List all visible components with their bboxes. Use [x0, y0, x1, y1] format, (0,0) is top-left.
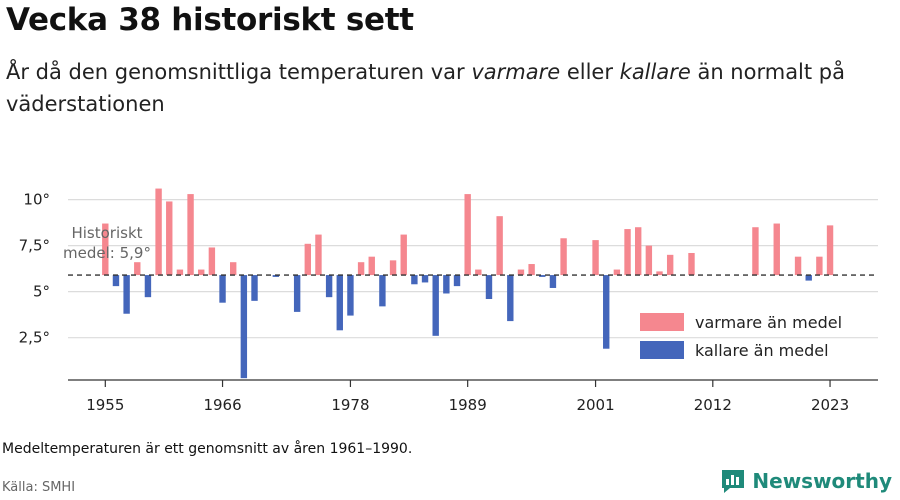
bar-1989 [464, 194, 471, 276]
bar-1995 [528, 264, 535, 276]
bar-1980 [368, 256, 375, 276]
bar-2001 [592, 240, 599, 276]
y-gridlines [68, 199, 878, 339]
legend-label-cold: kallare än medel [695, 341, 829, 360]
legend-label-warm: varmare än medel [695, 313, 842, 332]
bar-1964 [198, 269, 205, 276]
bar-1959 [144, 275, 152, 298]
brand-logo[interactable]: Newsworthy [720, 468, 892, 494]
subtitle-cold-word: kallare [619, 60, 691, 84]
bar-1979 [357, 262, 365, 276]
bar-1966 [219, 275, 226, 303]
subtitle-warm-word: varmare [471, 60, 561, 84]
bar-2021 [805, 275, 812, 281]
x-axis-ticks: 1955 1966 1978 1989 2001 2012 2023 [86, 380, 849, 414]
brand-name: Newsworthy [752, 469, 892, 493]
chart-title: Vecka 38 historiskt sett [6, 2, 414, 38]
bar-2010 [688, 252, 695, 276]
x-tick-label: 2023 [811, 396, 849, 414]
bar-2006 [645, 245, 653, 276]
bar-2020 [794, 256, 802, 276]
bar-2005 [634, 227, 642, 276]
bar-1960 [155, 188, 162, 276]
newsworthy-logo-icon [722, 470, 745, 493]
legend-swatch-cold [640, 341, 684, 359]
bar-1971 [272, 275, 280, 277]
bar-1955 [102, 223, 109, 276]
bar-1985 [421, 275, 429, 283]
bar-1962 [176, 269, 184, 276]
bar-1992 [496, 216, 503, 276]
bar-2008 [666, 254, 674, 276]
bar-2007 [656, 271, 663, 276]
y-tick-label: 2,5° [19, 329, 50, 347]
bar-1956 [112, 275, 120, 287]
temperature-bar-chart: Historiskt medel: 5,9° 10° 7,5° 5° 2,5° 195… [19, 188, 878, 414]
footnote: Medeltemperaturen är ett genomsnitt av å… [2, 441, 413, 457]
bar-1978 [347, 275, 354, 316]
y-axis-ticks: 10° 7,5° 5° 2,5° [19, 191, 50, 347]
x-tick-label: 2001 [576, 396, 614, 414]
bar-1977 [336, 275, 343, 331]
y-tick-label: 5° [33, 283, 50, 301]
x-tick-label: 1966 [203, 396, 241, 414]
bar-2016 [752, 227, 759, 276]
x-tick-label: 1978 [331, 396, 369, 414]
bar-1975 [315, 234, 322, 276]
bar-1996 [539, 275, 546, 277]
bar-1969 [251, 275, 258, 301]
bar-1973 [293, 275, 301, 312]
bar-1982 [389, 260, 397, 276]
bar-1997 [549, 275, 557, 288]
bar-1967 [229, 262, 237, 276]
bar-2022 [816, 256, 823, 276]
bar-1965 [208, 247, 216, 276]
bar-2003 [613, 269, 621, 276]
bar-series [102, 188, 834, 379]
bar-1991 [485, 275, 493, 300]
bar-1958 [134, 262, 141, 276]
legend-swatch-warm [640, 313, 684, 331]
reference-label-line1: Historiskt [71, 224, 142, 242]
source-label: Källa: SMHI [2, 480, 76, 495]
bar-1998 [560, 238, 567, 276]
y-tick-label: 7,5° [19, 237, 50, 255]
bar-2002 [603, 275, 610, 349]
reference-label-line2: medel: 5,9° [63, 244, 151, 262]
subtitle-text-middle: eller [560, 60, 620, 84]
bar-1974 [304, 243, 312, 276]
bar-1990 [475, 269, 482, 276]
bar-1984 [411, 275, 418, 285]
bar-1994 [517, 269, 525, 276]
subtitle-text-start: År då den genomsnittliga temperaturen va… [6, 60, 472, 84]
legend: varmare än medel kallare än medel [640, 313, 842, 360]
bar-1983 [400, 234, 407, 276]
bar-2004 [624, 229, 631, 276]
bar-2023 [826, 225, 834, 276]
x-tick-label: 1989 [449, 396, 487, 414]
bar-1957 [123, 275, 130, 314]
bar-2018 [773, 223, 780, 276]
x-tick-label: 1955 [86, 396, 124, 414]
y-tick-label: 10° [23, 191, 50, 209]
chart-subtitle: År då den genomsnittliga temperaturen va… [6, 56, 866, 120]
bar-1987 [443, 275, 450, 294]
bar-1981 [379, 275, 386, 307]
bar-1963 [187, 194, 194, 276]
bar-1968 [240, 275, 248, 379]
bar-1993 [507, 275, 514, 322]
x-tick-label: 2012 [694, 396, 732, 414]
bar-1988 [453, 275, 461, 287]
bar-1961 [166, 201, 173, 276]
bar-1986 [432, 275, 439, 336]
bar-1976 [325, 275, 333, 298]
subtitle-text-end: än normalt på väderstationen [6, 60, 845, 116]
